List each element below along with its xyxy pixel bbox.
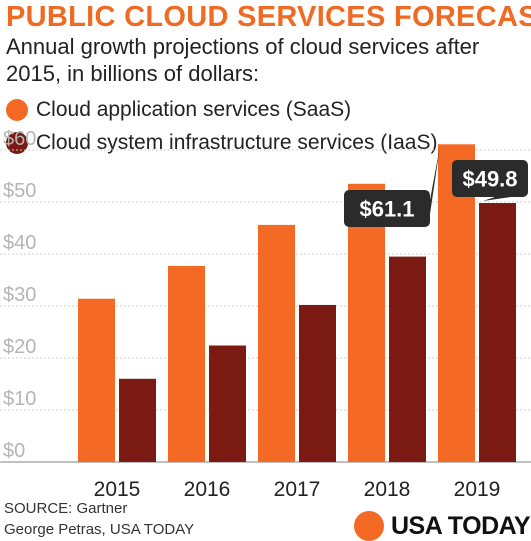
bar-iaas — [119, 378, 156, 462]
callout-iaas-2019-box — [452, 160, 528, 197]
bar-saas — [438, 144, 475, 462]
bar-iaas — [389, 256, 426, 462]
credit-line: George Petras, USA TODAY — [4, 521, 195, 538]
x-tick-label: 2018 — [364, 478, 411, 501]
chart-subtitle: Annual growth projections of cloud servi… — [6, 34, 480, 86]
x-tick-label: 2019 — [454, 478, 501, 501]
bar-saas — [348, 183, 385, 463]
x-tick-label: 2016 — [184, 478, 231, 501]
bar-saas — [168, 265, 205, 462]
callout-iaas-2019-pointer — [483, 197, 511, 202]
callout-saas-2019-label: $61.1 — [359, 197, 414, 222]
bar-iaas — [479, 203, 516, 463]
callout-saas-2019-pointer — [430, 146, 440, 214]
logo-dot-icon — [354, 511, 384, 541]
legend-swatch-saas — [6, 98, 28, 121]
bar-iaas — [209, 345, 246, 462]
legend-label-iaas: Cloud system infrastructure services (Ia… — [36, 130, 438, 154]
callout-saas-2019-box — [344, 190, 430, 227]
y-tick-label: $20 — [3, 336, 36, 358]
legend-item-iaas: Cloud system infrastructure services (Ia… — [6, 126, 437, 159]
y-tick-label: $30 — [3, 284, 36, 306]
bar-saas — [78, 298, 115, 462]
y-tick-label: $0 — [3, 440, 25, 462]
y-tick-label: $10 — [3, 388, 36, 410]
usa-today-logo: USA TODAY — [354, 511, 531, 541]
logo-text: USA TODAY — [391, 511, 531, 540]
bar-saas — [258, 224, 295, 462]
y-tick-label: $40 — [3, 232, 36, 254]
x-tick-label: 2015 — [94, 478, 141, 501]
source-line: SOURCE: Gartner — [4, 500, 128, 517]
bar-iaas — [299, 304, 336, 462]
source-credit: SOURCE: Gartner George Petras, USA TODAY — [4, 498, 194, 540]
legend-item-saas: Cloud application services (SaaS) — [6, 93, 437, 126]
chart-title: PUBLIC CLOUD SERVICES FORECAST — [6, 1, 531, 33]
x-tick-label: 2017 — [274, 478, 321, 501]
callout-iaas-2019-label: $49.8 — [462, 167, 517, 192]
legend: Cloud application services (SaaS) Cloud … — [6, 93, 437, 159]
y-tick-label: $50 — [3, 180, 36, 202]
legend-swatch-iaas — [6, 131, 28, 154]
y-tick-label: $60 — [3, 128, 36, 150]
legend-label-saas: Cloud application services (SaaS) — [36, 97, 352, 121]
